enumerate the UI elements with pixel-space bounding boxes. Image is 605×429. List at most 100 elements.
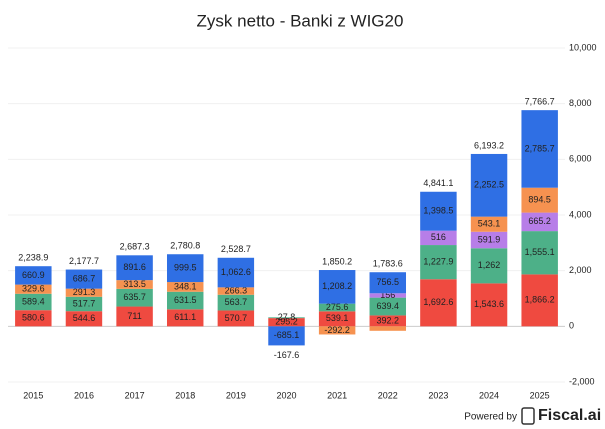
footer-brand[interactable]: Fiscal.ai: [538, 407, 601, 424]
data-label: 348.1: [174, 281, 197, 291]
data-label: 660.9: [22, 270, 45, 280]
data-label: 580.6: [22, 313, 45, 323]
bar-segment: [217, 287, 255, 295]
data-label: 329.6: [22, 284, 45, 294]
bar-segment: [116, 255, 153, 281]
data-label: 686.7: [73, 273, 96, 283]
bar-segment: [116, 288, 153, 307]
bar-segment: [217, 257, 255, 288]
data-label: 1,543.6: [474, 299, 504, 309]
total-label: 2,528.7: [221, 244, 251, 254]
bar-segment: [318, 311, 356, 327]
bar-segment: [166, 291, 204, 310]
data-label: 392.2: [377, 315, 400, 325]
footer-text: Powered by: [464, 412, 517, 423]
data-label: 1,398.5: [423, 206, 453, 216]
bar-segment: [369, 297, 407, 316]
x-tick-label: 2017: [125, 390, 145, 400]
data-label: 27.8: [278, 312, 296, 322]
data-label: 639.4: [377, 301, 400, 311]
x-tick-label: 2015: [23, 390, 43, 400]
total-label: 7,766.7: [525, 97, 555, 107]
bar-segment: [470, 231, 508, 249]
y-tick-label: 8,000: [569, 98, 592, 108]
bar-segment: [15, 266, 52, 285]
x-tick-label: 2016: [74, 390, 94, 400]
bar-segment: [217, 294, 255, 311]
data-label: 635.7: [123, 292, 146, 302]
total-label: 1,850.2: [322, 256, 352, 266]
bar-segment: [420, 279, 457, 327]
bar-segment: [521, 231, 558, 275]
data-label: 631.5: [174, 295, 197, 305]
bar-segment: [166, 282, 204, 292]
data-label: 591.9: [478, 234, 501, 244]
bar-segment: [420, 230, 457, 246]
data-label: 711: [127, 311, 141, 321]
data-label: 295.2: [275, 317, 298, 327]
data-label: 589.4: [22, 296, 45, 306]
y-tick-label: 2,000: [569, 265, 592, 275]
data-label: 1,208.2: [322, 281, 352, 291]
data-label: 999.5: [174, 263, 197, 273]
total-label: 2,687.3: [120, 242, 150, 252]
y-tick-label: 6,000: [569, 154, 592, 164]
bar-segment: [470, 248, 508, 284]
y-tick-label: -2,000: [569, 376, 595, 386]
bar-segment: [65, 296, 103, 312]
x-tick-label: 2024: [479, 390, 499, 400]
bar-segment: [521, 212, 558, 232]
total-label: 4,841.1: [423, 178, 453, 188]
data-label: 1,692.6: [423, 297, 453, 307]
y-tick-label: 4,000: [569, 209, 592, 219]
x-tick-label: 2025: [530, 390, 550, 400]
data-label: 516: [431, 232, 446, 242]
bar-segment: [470, 216, 508, 232]
x-tick-label: 2018: [175, 390, 195, 400]
data-label: 544.6: [73, 313, 96, 323]
bar-segment: [521, 110, 558, 188]
bar-segment: [521, 274, 558, 327]
data-label: 894.5: [528, 195, 551, 205]
data-label: 570.7: [225, 313, 248, 323]
bar-segment: [166, 309, 204, 327]
y-tick-label: 0: [569, 321, 574, 331]
total-label: 1,783.6: [373, 259, 403, 269]
bar-segment: [369, 293, 407, 298]
data-label: 517.7: [73, 298, 96, 308]
data-label: -292.2: [324, 325, 350, 335]
data-label: 611.1: [174, 312, 196, 322]
bar-segment: [116, 306, 153, 327]
x-tick-label: 2021: [327, 390, 347, 400]
data-label: 1,866.2: [525, 295, 555, 305]
bar-segment: [420, 191, 457, 231]
x-tick-label: 2023: [428, 390, 448, 400]
data-label: 665.2: [528, 216, 551, 226]
bar-segment: [268, 317, 305, 319]
data-label: 756.5: [377, 277, 400, 287]
data-label: 543.1: [478, 219, 501, 229]
chart-title: Zysk netto - Banki z WIG20: [197, 11, 404, 30]
data-label: 2,785.7: [525, 143, 555, 153]
data-label: 563.7: [225, 297, 248, 307]
bar-segment: [65, 288, 103, 297]
bar-segment: [318, 326, 356, 335]
bar-segment: [318, 270, 356, 304]
data-label: 1,555.1: [525, 247, 555, 257]
bar-segment: [420, 245, 457, 280]
bar-segment: [116, 280, 153, 289]
total-label: 2,780.8: [170, 241, 200, 251]
bar-segment: [268, 326, 305, 346]
bar-segment: [521, 187, 558, 213]
x-tick-label: 2020: [276, 390, 296, 400]
bar-segment: [318, 303, 356, 312]
data-label: 2,252.5: [474, 180, 504, 190]
brand-icon: [521, 407, 535, 425]
total-label: 2,177.7: [69, 256, 99, 266]
bar-segment: [166, 254, 204, 283]
bar-segment: [65, 311, 103, 327]
bar-segment: [268, 318, 305, 327]
bar-segment: [369, 315, 407, 327]
data-label: 891.6: [123, 262, 146, 272]
data-label: 1,262: [478, 260, 501, 270]
